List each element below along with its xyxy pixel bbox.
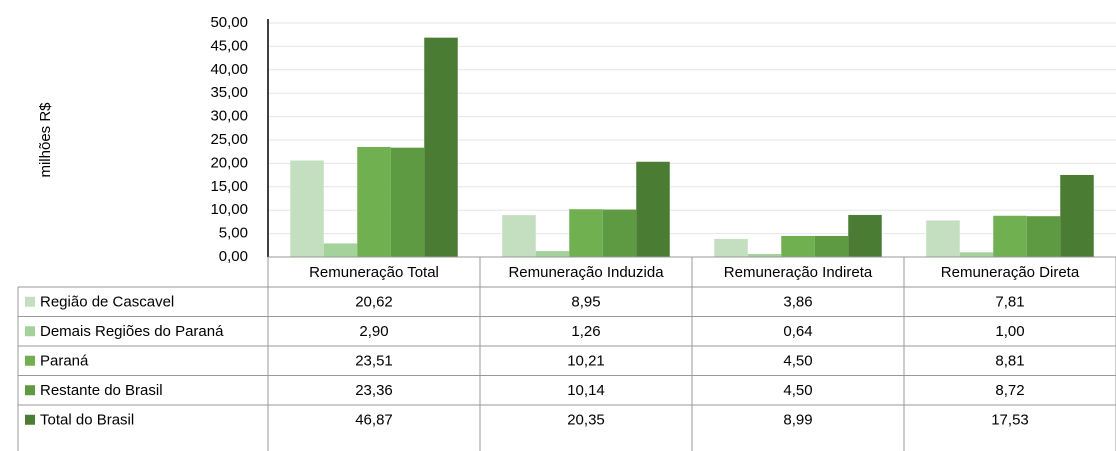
bar <box>959 252 994 257</box>
table-value: 3,86 <box>783 294 812 311</box>
legend-swatch <box>25 326 35 337</box>
y-tick-label: 30,00 <box>210 108 248 125</box>
legend-label: Restante do Brasil <box>40 382 163 399</box>
y-tick-label: 45,00 <box>210 37 248 54</box>
bar <box>569 209 603 257</box>
bar <box>848 214 882 257</box>
bar <box>1026 216 1061 257</box>
bar <box>357 146 391 257</box>
table-value: 10,21 <box>567 353 605 370</box>
bar <box>535 251 570 257</box>
legend-label: Região de Cascavel <box>40 294 174 311</box>
table-value: 23,51 <box>355 353 393 370</box>
y-tick-label: 0,00 <box>219 248 248 265</box>
bar <box>502 215 536 257</box>
table-value: 0,64 <box>783 323 812 340</box>
y-tick-label: 15,00 <box>210 178 248 195</box>
y-tick-label: 50,00 <box>210 14 248 31</box>
table-value: 7,81 <box>995 294 1024 311</box>
table-value: 46,87 <box>355 412 393 429</box>
y-axis-label: milhões R$ <box>37 102 54 178</box>
table-value: 2,90 <box>359 323 388 340</box>
bar <box>993 215 1027 257</box>
legend-label: Total do Brasil <box>40 412 134 429</box>
bar <box>714 238 748 257</box>
table-value: 1,26 <box>571 323 600 340</box>
table-value: 4,50 <box>783 353 812 370</box>
legend-swatch <box>25 355 35 366</box>
table-value: 4,50 <box>783 382 812 399</box>
x-tick-label: Remuneração Indireta <box>724 264 873 281</box>
table-value: 8,72 <box>995 382 1024 399</box>
bar <box>926 220 960 257</box>
x-tick-label: Remuneração Induzida <box>508 264 664 281</box>
y-tick-label: 40,00 <box>210 61 248 78</box>
y-tick-label: 25,00 <box>210 131 248 148</box>
table-value: 8,99 <box>783 412 812 429</box>
bar <box>323 243 358 257</box>
table-value: 23,36 <box>355 382 393 399</box>
bar <box>636 161 670 257</box>
table-value: 8,81 <box>995 353 1024 370</box>
table-value: 20,35 <box>567 412 605 429</box>
bar <box>424 37 458 257</box>
table-value: 17,53 <box>991 412 1029 429</box>
x-tick-label: Remuneração Total <box>309 264 439 281</box>
bar <box>602 209 637 257</box>
legend-swatch <box>25 385 35 396</box>
bar <box>781 235 815 257</box>
table-value: 1,00 <box>995 323 1024 340</box>
y-tick-label: 10,00 <box>210 201 248 218</box>
x-tick-label: Remuneração Direta <box>941 264 1080 281</box>
legend-label: Demais Regiões do Paraná <box>40 323 224 340</box>
bar <box>290 160 324 257</box>
legend-swatch <box>25 296 35 307</box>
legend-label: Paraná <box>40 353 89 370</box>
table-value: 20,62 <box>355 294 393 311</box>
bar <box>390 147 425 257</box>
table-value: 10,14 <box>567 382 605 399</box>
table-value: 8,95 <box>571 294 600 311</box>
legend-swatch <box>25 414 35 425</box>
y-tick-label: 35,00 <box>210 84 248 101</box>
bar <box>814 235 849 257</box>
bar <box>747 254 782 257</box>
bar <box>1060 174 1094 257</box>
y-tick-label: 5,00 <box>219 225 248 242</box>
y-tick-label: 20,00 <box>210 154 248 171</box>
